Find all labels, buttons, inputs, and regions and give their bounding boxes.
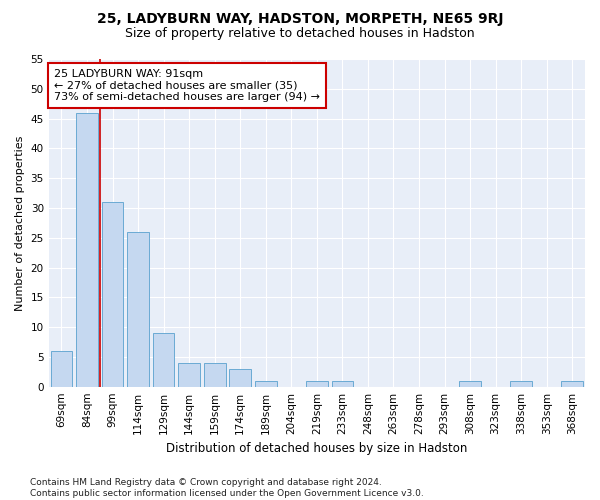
Bar (306, 380, 328, 386)
Text: 25, LADYBURN WAY, HADSTON, MORPETH, NE65 9RJ: 25, LADYBURN WAY, HADSTON, MORPETH, NE65… (97, 12, 503, 26)
Bar (50, 351, 72, 386)
Bar (153, 333, 175, 386)
Bar (76, 112, 98, 386)
X-axis label: Distribution of detached houses by size in Hadston: Distribution of detached houses by size … (166, 442, 467, 455)
Bar (459, 380, 481, 386)
Bar (510, 380, 532, 386)
Y-axis label: Number of detached properties: Number of detached properties (15, 135, 25, 310)
Bar (255, 380, 277, 386)
Bar (204, 363, 226, 386)
Bar (101, 202, 124, 386)
Bar (178, 363, 200, 386)
Bar (562, 380, 583, 386)
Text: Contains HM Land Registry data © Crown copyright and database right 2024.
Contai: Contains HM Land Registry data © Crown c… (30, 478, 424, 498)
Bar (332, 380, 353, 386)
Bar (229, 369, 251, 386)
Text: Size of property relative to detached houses in Hadston: Size of property relative to detached ho… (125, 28, 475, 40)
Bar (127, 232, 149, 386)
Text: 25 LADYBURN WAY: 91sqm
← 27% of detached houses are smaller (35)
73% of semi-det: 25 LADYBURN WAY: 91sqm ← 27% of detached… (54, 69, 320, 102)
